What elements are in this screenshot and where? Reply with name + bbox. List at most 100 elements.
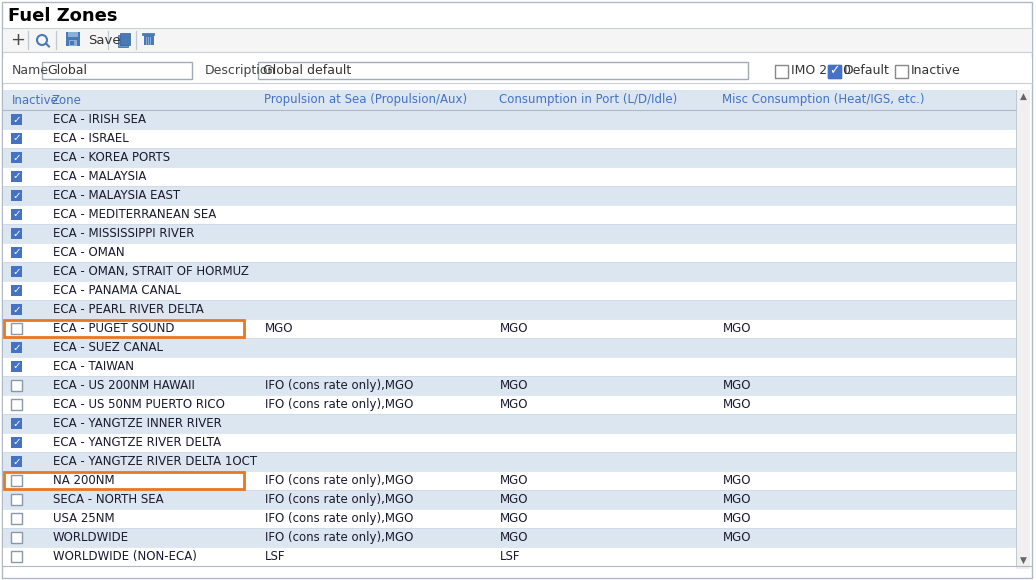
- Text: Default: Default: [844, 64, 890, 77]
- Text: ECA - OMAN, STRAIT OF HORMUZ: ECA - OMAN, STRAIT OF HORMUZ: [53, 265, 249, 278]
- Bar: [3, 167, 1016, 186]
- Bar: [3, 110, 1016, 129]
- Bar: [3, 300, 1016, 319]
- Text: ✓: ✓: [12, 266, 21, 277]
- Bar: [11, 190, 22, 201]
- Bar: [11, 228, 22, 239]
- Bar: [3, 433, 1016, 452]
- Text: ✓: ✓: [12, 153, 21, 162]
- Text: MGO: MGO: [723, 398, 751, 411]
- Text: IFO (cons rate only),MGO: IFO (cons rate only),MGO: [265, 493, 413, 506]
- Text: Description: Description: [205, 64, 277, 77]
- Text: ▼: ▼: [1019, 556, 1027, 564]
- Text: Propulsion at Sea (Propulsion/Aux): Propulsion at Sea (Propulsion/Aux): [264, 93, 467, 107]
- Bar: [3, 243, 1016, 262]
- Text: Save: Save: [88, 34, 120, 46]
- Text: ECA - PEARL RIVER DELTA: ECA - PEARL RIVER DELTA: [53, 303, 204, 316]
- Text: IFO (cons rate only),MGO: IFO (cons rate only),MGO: [265, 531, 413, 544]
- Text: MGO: MGO: [723, 379, 751, 392]
- Text: ECA - KOREA PORTS: ECA - KOREA PORTS: [53, 151, 170, 164]
- Bar: [11, 399, 22, 410]
- Text: ECA - SUEZ CANAL: ECA - SUEZ CANAL: [53, 341, 163, 354]
- Text: MGO: MGO: [265, 322, 293, 335]
- Text: MGO: MGO: [723, 322, 751, 335]
- Bar: [11, 266, 22, 277]
- Text: Fuel Zones: Fuel Zones: [8, 7, 117, 25]
- Bar: [11, 494, 22, 505]
- Bar: [3, 28, 1032, 52]
- Text: ECA - US 200NM HAWAII: ECA - US 200NM HAWAII: [53, 379, 195, 392]
- Bar: [3, 262, 1016, 281]
- Text: ✓: ✓: [12, 304, 21, 314]
- Text: Name: Name: [12, 64, 49, 77]
- Text: NA 200NM: NA 200NM: [53, 474, 115, 487]
- Bar: [11, 114, 22, 125]
- Text: ✓: ✓: [12, 285, 21, 295]
- Text: Inactive: Inactive: [911, 64, 960, 77]
- Text: USA 25NM: USA 25NM: [53, 512, 115, 525]
- Bar: [11, 171, 22, 182]
- Text: MGO: MGO: [723, 512, 751, 525]
- Bar: [11, 551, 22, 562]
- Bar: [11, 209, 22, 220]
- Text: ✓: ✓: [12, 248, 21, 258]
- Text: MGO: MGO: [723, 531, 751, 544]
- Bar: [11, 342, 22, 353]
- Bar: [11, 323, 22, 334]
- Bar: [3, 490, 1016, 509]
- Bar: [11, 285, 22, 296]
- Text: Zone: Zone: [52, 93, 82, 107]
- Text: ✓: ✓: [12, 190, 21, 201]
- Text: ECA - IRISH SEA: ECA - IRISH SEA: [53, 113, 146, 126]
- Text: ✓: ✓: [12, 343, 21, 353]
- Bar: [3, 528, 1016, 547]
- Text: MGO: MGO: [723, 493, 751, 506]
- Bar: [120, 33, 130, 45]
- Bar: [3, 224, 1016, 243]
- Bar: [11, 133, 22, 144]
- Text: MGO: MGO: [723, 474, 751, 487]
- Bar: [11, 532, 22, 543]
- Bar: [11, 247, 22, 258]
- Bar: [4, 320, 244, 337]
- Bar: [11, 437, 22, 448]
- Bar: [828, 65, 841, 78]
- Text: WORLDWIDE: WORLDWIDE: [53, 531, 130, 544]
- Text: ✓: ✓: [829, 64, 840, 78]
- Text: ECA - PUGET SOUND: ECA - PUGET SOUND: [53, 322, 174, 335]
- Bar: [895, 65, 908, 78]
- Text: IFO (cons rate only),MGO: IFO (cons rate only),MGO: [265, 512, 413, 525]
- Bar: [3, 471, 1016, 490]
- Text: SECA - NORTH SEA: SECA - NORTH SEA: [53, 493, 164, 506]
- Bar: [11, 513, 22, 524]
- Text: ECA - MALAYSIA: ECA - MALAYSIA: [53, 170, 146, 183]
- Text: ECA - US 50NM PUERTO RICO: ECA - US 50NM PUERTO RICO: [53, 398, 225, 411]
- Text: ✓: ✓: [12, 419, 21, 429]
- Bar: [66, 32, 80, 46]
- Bar: [3, 58, 1032, 83]
- Text: ECA - TAIWAN: ECA - TAIWAN: [53, 360, 134, 373]
- Bar: [828, 65, 841, 78]
- Bar: [3, 376, 1016, 395]
- Text: MGO: MGO: [500, 531, 528, 544]
- Bar: [775, 65, 788, 78]
- Bar: [3, 509, 1016, 528]
- Bar: [11, 475, 22, 486]
- Bar: [3, 414, 1016, 433]
- Bar: [42, 62, 192, 79]
- Bar: [68, 32, 78, 37]
- Text: ECA - MEDITERRANEAN SEA: ECA - MEDITERRANEAN SEA: [53, 208, 217, 221]
- Text: LSF: LSF: [500, 550, 520, 563]
- Bar: [3, 319, 1016, 338]
- Bar: [3, 281, 1016, 300]
- Text: ▲: ▲: [1019, 92, 1027, 100]
- Bar: [3, 395, 1016, 414]
- Text: MGO: MGO: [500, 512, 528, 525]
- Text: ✓: ✓: [12, 133, 21, 143]
- Text: ✓: ✓: [12, 209, 21, 219]
- Bar: [118, 35, 128, 47]
- Bar: [11, 418, 22, 429]
- Text: ECA - YANGTZE INNER RIVER: ECA - YANGTZE INNER RIVER: [53, 417, 222, 430]
- Text: ✓: ✓: [12, 114, 21, 125]
- Text: Consumption in Port (L/D/Idle): Consumption in Port (L/D/Idle): [499, 93, 678, 107]
